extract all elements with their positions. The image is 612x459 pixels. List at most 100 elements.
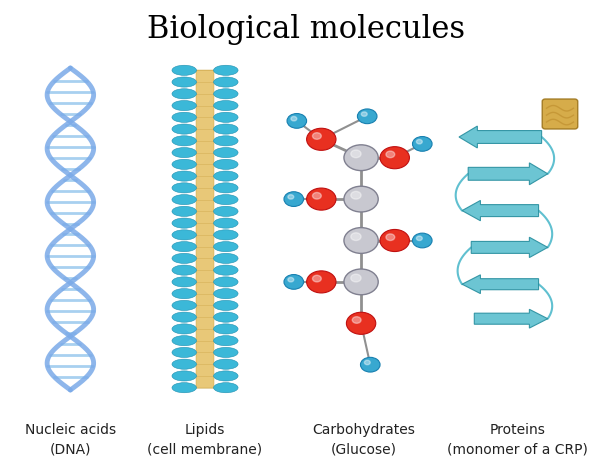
Ellipse shape xyxy=(172,195,196,205)
Circle shape xyxy=(344,228,378,254)
Circle shape xyxy=(344,187,378,213)
Ellipse shape xyxy=(172,172,196,182)
Ellipse shape xyxy=(172,66,196,76)
Ellipse shape xyxy=(172,347,196,358)
Circle shape xyxy=(288,278,294,282)
Ellipse shape xyxy=(172,90,196,100)
Text: Biological molecules: Biological molecules xyxy=(147,14,465,45)
Circle shape xyxy=(412,137,432,152)
Ellipse shape xyxy=(214,324,238,334)
Ellipse shape xyxy=(214,148,238,158)
Circle shape xyxy=(351,233,361,241)
Circle shape xyxy=(357,110,377,124)
Ellipse shape xyxy=(214,383,238,393)
Circle shape xyxy=(386,152,395,158)
Ellipse shape xyxy=(172,301,196,311)
Ellipse shape xyxy=(172,324,196,334)
Ellipse shape xyxy=(172,113,196,123)
Ellipse shape xyxy=(214,371,238,381)
Circle shape xyxy=(288,195,294,200)
Circle shape xyxy=(344,146,378,171)
Ellipse shape xyxy=(214,90,238,100)
Circle shape xyxy=(287,114,307,129)
Ellipse shape xyxy=(172,359,196,369)
Ellipse shape xyxy=(214,359,238,369)
Ellipse shape xyxy=(214,313,238,323)
Ellipse shape xyxy=(172,371,196,381)
Polygon shape xyxy=(462,201,539,221)
Ellipse shape xyxy=(172,242,196,252)
Ellipse shape xyxy=(214,207,238,217)
Circle shape xyxy=(416,236,422,241)
Ellipse shape xyxy=(172,78,196,88)
Ellipse shape xyxy=(172,125,196,135)
FancyBboxPatch shape xyxy=(542,100,578,129)
Ellipse shape xyxy=(214,301,238,311)
Circle shape xyxy=(353,317,361,324)
Ellipse shape xyxy=(214,254,238,264)
Ellipse shape xyxy=(214,230,238,241)
Polygon shape xyxy=(468,163,548,185)
Ellipse shape xyxy=(172,160,196,170)
Text: Nucleic acids
(DNA): Nucleic acids (DNA) xyxy=(25,422,116,456)
Ellipse shape xyxy=(214,218,238,229)
Ellipse shape xyxy=(172,336,196,346)
Ellipse shape xyxy=(214,125,238,135)
Circle shape xyxy=(361,112,367,117)
Circle shape xyxy=(313,134,321,140)
Ellipse shape xyxy=(214,195,238,205)
Circle shape xyxy=(360,358,380,372)
Polygon shape xyxy=(474,310,548,328)
Circle shape xyxy=(386,235,395,241)
Circle shape xyxy=(307,129,336,151)
Ellipse shape xyxy=(214,113,238,123)
Circle shape xyxy=(412,234,432,248)
Text: Proteins
(monomer of a CRP): Proteins (monomer of a CRP) xyxy=(447,422,588,456)
Ellipse shape xyxy=(214,101,238,112)
Ellipse shape xyxy=(214,277,238,287)
Ellipse shape xyxy=(214,265,238,275)
Ellipse shape xyxy=(172,136,196,146)
Ellipse shape xyxy=(172,289,196,299)
Circle shape xyxy=(346,313,376,335)
Polygon shape xyxy=(459,127,542,149)
Ellipse shape xyxy=(214,66,238,76)
Circle shape xyxy=(364,360,370,365)
Ellipse shape xyxy=(214,172,238,182)
Ellipse shape xyxy=(172,313,196,323)
Ellipse shape xyxy=(214,242,238,252)
Ellipse shape xyxy=(172,277,196,287)
Circle shape xyxy=(351,274,361,282)
Circle shape xyxy=(307,189,336,211)
Ellipse shape xyxy=(172,148,196,158)
Ellipse shape xyxy=(214,160,238,170)
Circle shape xyxy=(351,192,361,200)
Ellipse shape xyxy=(214,336,238,346)
Ellipse shape xyxy=(172,101,196,112)
Circle shape xyxy=(284,192,304,207)
Circle shape xyxy=(313,193,321,200)
Ellipse shape xyxy=(214,289,238,299)
Polygon shape xyxy=(462,275,539,294)
Ellipse shape xyxy=(172,184,196,194)
Circle shape xyxy=(351,151,361,158)
Circle shape xyxy=(291,117,297,122)
Polygon shape xyxy=(471,238,548,258)
Ellipse shape xyxy=(214,347,238,358)
Ellipse shape xyxy=(172,383,196,393)
Circle shape xyxy=(313,276,321,282)
Ellipse shape xyxy=(214,78,238,88)
Ellipse shape xyxy=(172,230,196,241)
Ellipse shape xyxy=(214,184,238,194)
Text: Carbohydrates
(Glucose): Carbohydrates (Glucose) xyxy=(313,422,416,456)
Circle shape xyxy=(307,271,336,293)
Bar xyxy=(196,71,214,388)
Ellipse shape xyxy=(172,254,196,264)
Ellipse shape xyxy=(172,207,196,217)
Circle shape xyxy=(416,140,422,145)
Circle shape xyxy=(284,275,304,290)
Circle shape xyxy=(380,230,409,252)
Ellipse shape xyxy=(214,136,238,146)
Ellipse shape xyxy=(172,265,196,275)
Circle shape xyxy=(344,269,378,295)
